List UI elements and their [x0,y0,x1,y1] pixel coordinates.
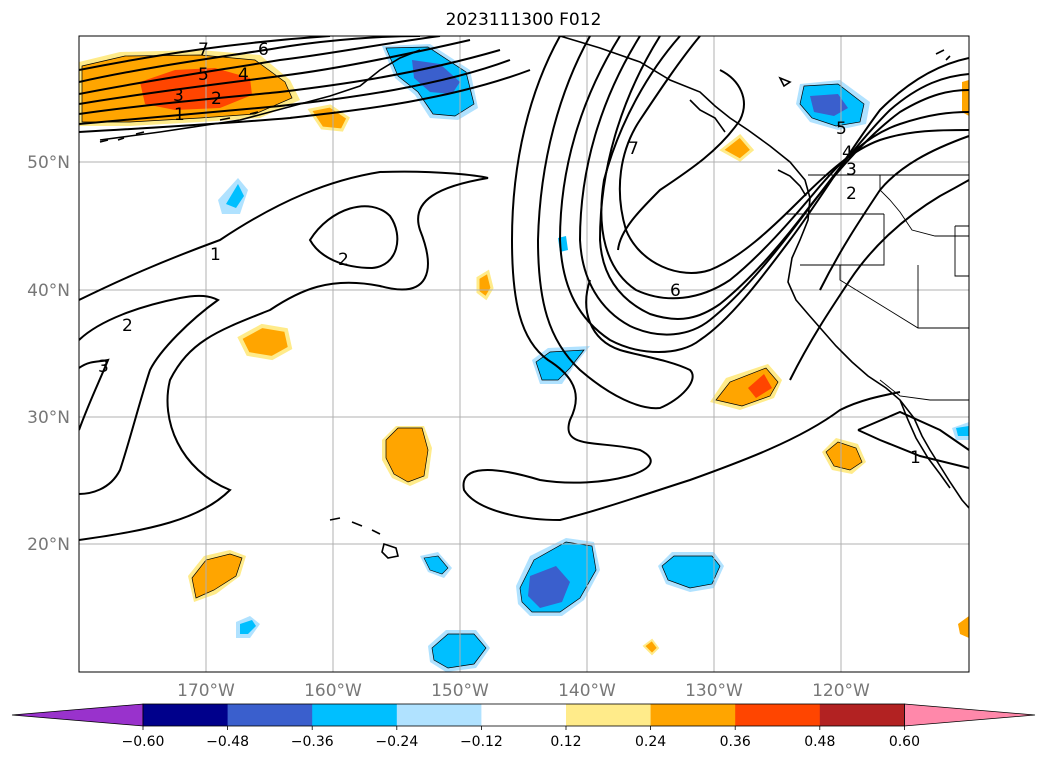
contour-label: 5 [198,65,209,85]
contour-label: 1 [174,105,185,125]
vancouver-island [777,169,807,197]
colorbar-tick-label: 0.24 [635,734,666,750]
longitude-labels: 170°W 160°W 150°W 140°W 130°W 120°W [177,681,870,701]
orange-shade-east-edge [962,80,969,116]
contour-label: 2 [211,89,222,109]
orange-shade-bottom-small [642,638,660,656]
colorbar-tick-label: −0.48 [206,734,249,750]
colorbar-segment [143,704,229,726]
colorbar-outline [142,703,905,727]
north-america-west-coast [787,197,969,509]
ridge-contour-2 [79,294,220,495]
colorbar-segment [227,704,313,726]
contour-label: 4 [238,65,249,85]
orange-shade-coast-north [719,133,755,162]
colorbar-tick-label: 0.12 [550,734,581,750]
colorbar-tick-label: −0.36 [291,734,334,750]
colorbar-segment [481,704,567,726]
ridge-contour-1 [79,170,489,541]
contour-label: 4 [842,143,853,163]
lat-label: 20°N [27,535,70,555]
contour-label: 2 [338,250,349,270]
baja-california [899,399,951,489]
lon-label: 150°W [431,681,489,701]
contour-label: 7 [628,139,639,159]
contour-label: 2 [846,184,857,204]
colorbar-extend-high [904,703,1036,727]
contour-label: 7 [198,40,209,60]
colorbar-tick-label: −0.60 [122,734,165,750]
lon-label: 160°W [304,681,362,701]
political-borders [786,174,969,401]
lon-label: 120°W [812,681,870,701]
lat-label: 30°N [27,408,70,428]
colorbar-tick-label: −0.24 [375,734,418,750]
contour-lines [79,36,969,541]
contour-3-west [79,358,110,431]
contour-label: 3 [173,86,184,106]
contour-east [819,135,969,291]
trough-contour-1 [462,36,901,522]
aleutian-islands [99,111,259,143]
orange-shade-small-2 [476,269,494,301]
lat-label: 50°N [27,153,70,173]
lat-label: 40°N [27,281,70,301]
contour-label-group: 7 6 5 4 3 2 1 1 2 2 3 7 6 5 4 3 2 1 [98,40,921,468]
contour-label: 5 [836,119,847,139]
small-islands-east [778,49,951,88]
colorbar-segment [819,704,905,726]
colorbar-tick-label: 0.48 [804,734,835,750]
colorbar: −0.60 −0.48 −0.36 −0.24 −0.12 0.12 0.24 0.36 0.4… [11,703,1036,750]
colorbar-extend-low [11,703,144,727]
orange-shade-bottom-edge [958,616,969,638]
map-plot-area: 7 6 5 4 3 2 1 1 2 2 3 7 6 5 4 3 2 1 [79,36,969,672]
colorbar-segment [735,704,821,726]
colorbar-tick-label: 0.60 [889,734,920,750]
orange-shade-mid-west [237,323,293,361]
contour-label: 3 [846,160,857,180]
gridlines [79,36,969,672]
plot-frame [78,35,970,673]
colorbar-segment [566,704,652,726]
colorbar-tick-label: 0.36 [720,734,751,750]
colorbar-segment [312,704,398,726]
colorbar-segment [650,704,736,726]
lon-label: 170°W [177,681,235,701]
contour-1-south [857,410,969,469]
contour-label: 2 [122,316,133,336]
contour-label: 1 [210,245,221,265]
lon-label: 140°W [558,681,616,701]
closed-contour-2 [308,205,399,270]
coastlines [99,36,969,559]
alaska-coast [559,36,811,199]
latitude-labels: 50°N 40°N 30°N 20°N [27,153,70,555]
contour-label: 6 [670,281,681,301]
contour-label: 6 [258,40,269,60]
colorbar-tick-label: −0.12 [460,734,503,750]
map-title: 2023111300 F012 [445,10,602,30]
contour-label: 1 [910,448,921,468]
contour-label: 3 [98,357,109,377]
colorbar-segment [396,704,482,726]
hawaii-islands [329,517,399,559]
trough-contour-2 [536,36,694,410]
lon-label: 130°W [685,681,743,701]
orange-shade-small-1 [307,104,350,132]
